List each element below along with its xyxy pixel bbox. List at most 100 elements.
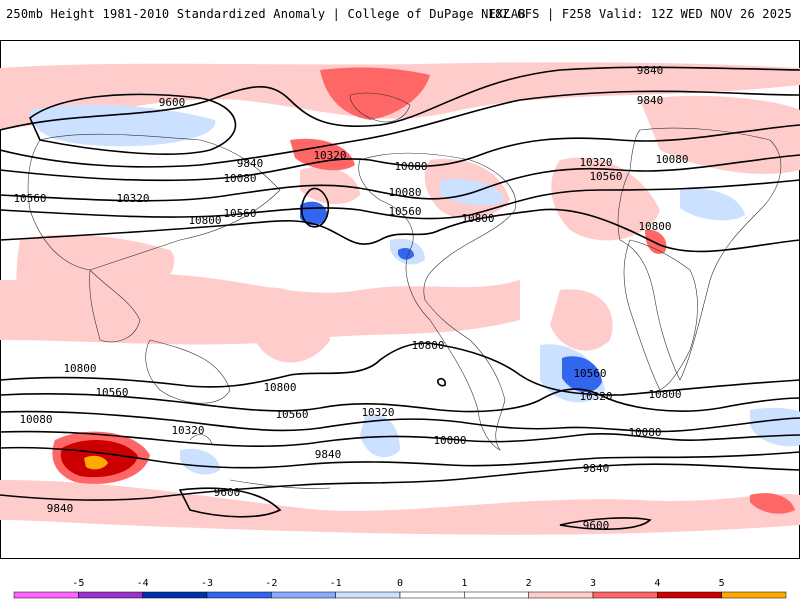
colorbar-swatch	[271, 591, 336, 599]
contour-label: 10080	[655, 153, 688, 166]
svg-text:10320: 10320	[579, 156, 612, 169]
svg-text:10560: 10560	[388, 205, 421, 218]
height-contours	[0, 66, 800, 530]
svg-text:9840: 9840	[637, 94, 664, 107]
colorbar-tick-label: -2	[265, 578, 277, 589]
svg-text:10320: 10320	[313, 149, 346, 162]
contour-label: 10080	[388, 186, 421, 199]
colorbar-tick-label: 4	[654, 578, 660, 589]
contour-label: 10800	[63, 362, 96, 375]
colorbar-swatch	[721, 591, 787, 599]
contour-label: 10560	[388, 205, 421, 218]
anomaly-region	[290, 138, 355, 171]
svg-text:9840: 9840	[583, 462, 610, 475]
colorbar-swatch	[335, 591, 401, 599]
contour-label: 10080	[433, 434, 466, 447]
contour-label: 10080	[19, 413, 52, 426]
svg-text:10080: 10080	[433, 434, 466, 447]
contour-label: 9600	[583, 519, 610, 532]
colorbar-swatch	[78, 591, 143, 599]
svg-text:10320: 10320	[171, 424, 204, 437]
svg-text:10560: 10560	[223, 207, 256, 220]
svg-text:10080: 10080	[19, 413, 52, 426]
anomaly-region	[0, 480, 800, 535]
anomaly-region	[680, 188, 745, 221]
svg-text:9840: 9840	[315, 448, 342, 461]
contour-label: 10080	[223, 172, 256, 185]
colorbar-swatch	[528, 591, 594, 599]
anomaly-region	[750, 493, 795, 514]
colorbar-tick-label: -5	[72, 578, 84, 589]
anomaly-region	[562, 356, 602, 393]
anomaly-region	[250, 287, 330, 363]
contour-label: 10320	[579, 156, 612, 169]
svg-text:10560: 10560	[573, 367, 606, 380]
svg-text:10080: 10080	[394, 160, 427, 173]
anomaly-region	[645, 229, 667, 254]
contour-label: 10320	[361, 406, 394, 419]
svg-text:10800: 10800	[263, 381, 296, 394]
contour-label: 10800	[263, 381, 296, 394]
colorbar-swatch	[464, 591, 529, 599]
svg-text:10320: 10320	[116, 192, 149, 205]
contour-label: 10800	[461, 212, 494, 225]
svg-text:10800: 10800	[461, 212, 494, 225]
svg-text:10080: 10080	[388, 186, 421, 199]
contour-label: 10800	[648, 388, 681, 401]
anomaly-region	[320, 67, 430, 120]
colorbar-swatch	[399, 591, 465, 599]
svg-text:10560: 10560	[95, 386, 128, 399]
svg-text:10800: 10800	[411, 339, 444, 352]
map-title: 250mb Height 1981-2010 Standardized Anom…	[6, 7, 526, 21]
svg-text:9600: 9600	[583, 519, 610, 532]
colorbar-swatch	[592, 591, 658, 599]
svg-text:10800: 10800	[638, 220, 671, 233]
colorbar-swatch	[657, 591, 722, 599]
svg-text:9840: 9840	[47, 502, 74, 515]
contour-label: 9600	[214, 486, 241, 499]
contour-label: 9840	[237, 157, 264, 170]
colorbar-tick-label: 0	[397, 578, 403, 589]
svg-text:10320: 10320	[361, 406, 394, 419]
anomaly-region	[29, 104, 216, 147]
contour-label: 10560	[573, 367, 606, 380]
svg-text:10560: 10560	[275, 408, 308, 421]
colorbar-tick-label: -1	[330, 578, 342, 589]
anomaly-region	[550, 289, 613, 351]
colorbar-tick-label: 3	[590, 578, 596, 589]
contour-label: 9840	[47, 502, 74, 515]
contour-label: 9840	[583, 462, 610, 475]
contour-label: 10080	[394, 160, 427, 173]
svg-text:10800: 10800	[188, 214, 221, 227]
contour-label: 10080	[628, 426, 661, 439]
contour-label: 10320	[313, 149, 346, 162]
contour-label: 9840	[637, 64, 664, 77]
colorbar: -5 -4 -3 -2 -1 0 1 2 3 4 5	[13, 578, 787, 599]
anomaly-shading	[0, 62, 800, 535]
svg-text:10800: 10800	[648, 388, 681, 401]
contour-label: 10320	[171, 424, 204, 437]
svg-text:10080: 10080	[628, 426, 661, 439]
header: 250mb Height 1981-2010 Standardized Anom…	[0, 0, 800, 30]
contour-label: 9840	[637, 94, 664, 107]
anomaly-region	[551, 157, 660, 241]
anomaly-region	[398, 248, 414, 260]
contour-label: 9600	[159, 96, 186, 109]
svg-text:9840: 9840	[237, 157, 264, 170]
colorbar-tick-label: -3	[201, 578, 213, 589]
anomaly-region	[360, 414, 400, 458]
contour-label: 10560	[223, 207, 256, 220]
contour-label: 10800	[411, 339, 444, 352]
svg-text:10080: 10080	[655, 153, 688, 166]
contour-label: 9840	[315, 448, 342, 461]
contour-label: 10320	[579, 390, 612, 403]
svg-text:10320: 10320	[579, 390, 612, 403]
contour-label: 10560	[275, 408, 308, 421]
colorbar-tick-label: 1	[461, 578, 467, 589]
contour-label: 10800	[188, 214, 221, 227]
contour-label: 10560	[95, 386, 128, 399]
colorbar-tick-label: 5	[719, 578, 725, 589]
anomaly-region	[16, 234, 175, 341]
svg-text:10560: 10560	[589, 170, 622, 183]
